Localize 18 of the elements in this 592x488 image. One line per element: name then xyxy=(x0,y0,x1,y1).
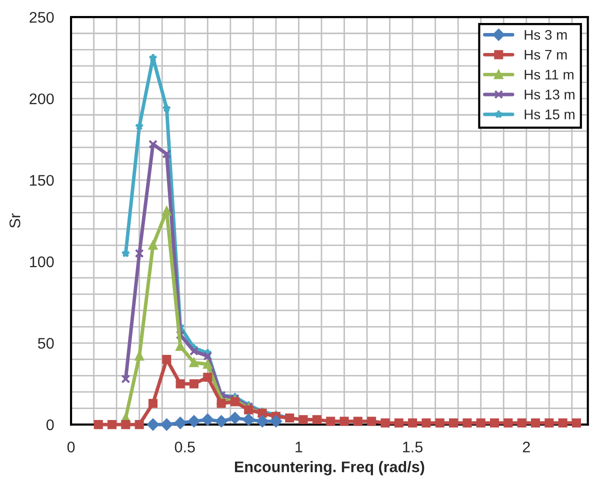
legend-label: Hs 7 m xyxy=(524,50,567,60)
y-tick-label: 250 xyxy=(30,12,54,23)
x-tick-label: 1.5 xyxy=(403,442,423,452)
legend-label: Hs 13 m xyxy=(524,90,574,100)
y-tick-label: 200 xyxy=(30,93,54,104)
y-tick-label: 0 xyxy=(46,419,54,430)
x-tick-label: 2 xyxy=(522,442,530,452)
y-tick-label: 100 xyxy=(30,256,54,268)
legend-label: Hs 11 m xyxy=(524,70,574,80)
x-tick-label: 0.5 xyxy=(174,442,195,452)
y-tick-label: 50 xyxy=(38,338,54,349)
x-tick-label: 0 xyxy=(67,442,75,452)
y-axis-title: Sr xyxy=(9,213,20,228)
x-axis-title: Encountering. Freq (rad/s) xyxy=(234,461,424,476)
legend-label: Hs 3 m xyxy=(524,30,567,40)
x-tick-label: 1 xyxy=(296,442,302,452)
legend-label: Hs 15 m xyxy=(524,110,574,120)
y-tick-label: 150 xyxy=(30,174,54,186)
